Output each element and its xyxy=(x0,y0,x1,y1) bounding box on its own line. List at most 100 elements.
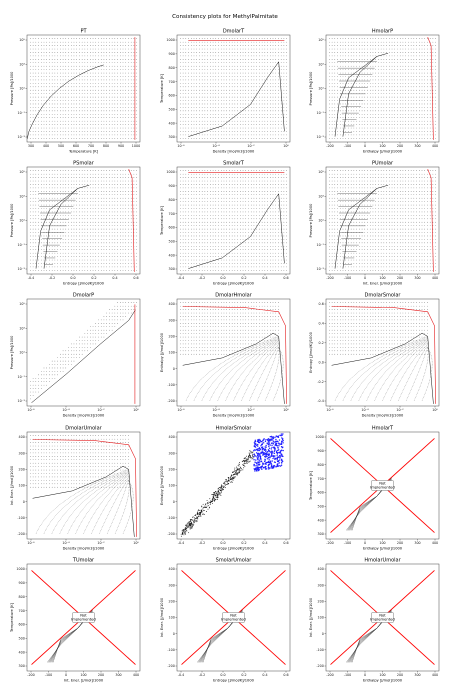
grid-point xyxy=(185,59,187,60)
grid-point xyxy=(283,93,285,94)
grid-point xyxy=(111,134,113,136)
grid-point xyxy=(111,215,113,216)
grid-point xyxy=(399,48,401,50)
grid-point xyxy=(237,52,238,53)
grid-point xyxy=(98,76,99,77)
grid-point xyxy=(114,170,116,171)
grid-point xyxy=(399,62,401,64)
grid-point xyxy=(70,249,72,250)
grid-point xyxy=(65,266,67,268)
grid-point xyxy=(339,100,341,101)
grid-point xyxy=(128,113,129,115)
grid-point xyxy=(65,228,67,230)
grid-point xyxy=(100,211,102,213)
grid-point xyxy=(49,235,50,237)
grid-point xyxy=(427,138,428,139)
grid-point xyxy=(133,187,135,189)
grid-point xyxy=(60,180,61,182)
grid-point xyxy=(201,117,203,118)
grid-point xyxy=(87,252,88,254)
grid-point xyxy=(60,170,61,171)
grid-point xyxy=(92,52,94,53)
grid-point xyxy=(79,100,80,101)
grid-point xyxy=(259,127,260,129)
grid-point xyxy=(109,187,110,189)
grid-point xyxy=(30,235,31,237)
grid-point xyxy=(84,263,86,264)
grid-point xyxy=(30,45,31,46)
grid-point xyxy=(65,65,67,67)
grid-point xyxy=(185,69,187,70)
grid-point xyxy=(128,232,129,233)
grid-point xyxy=(389,107,390,108)
grid-point xyxy=(133,103,135,105)
grid-point xyxy=(372,48,374,50)
grid-point xyxy=(65,79,67,81)
grid-point xyxy=(109,201,110,202)
grid-point xyxy=(378,138,379,139)
grid-point xyxy=(92,69,94,70)
grid-point xyxy=(54,252,56,254)
grid-point xyxy=(253,93,255,94)
grid-point xyxy=(38,197,39,199)
grid-point xyxy=(54,69,56,70)
grid-point xyxy=(242,79,244,81)
grid-point xyxy=(68,55,69,57)
grid-point xyxy=(397,127,398,129)
grid-point xyxy=(90,235,91,237)
grid-point xyxy=(220,107,222,108)
grid-point xyxy=(87,120,88,122)
grid-point xyxy=(182,117,184,118)
grid-point xyxy=(261,72,263,74)
grid-point xyxy=(38,208,39,209)
grid-point xyxy=(399,113,401,115)
grid-point xyxy=(120,201,121,202)
grid-point xyxy=(256,134,257,136)
grid-point xyxy=(120,55,121,57)
grid-point xyxy=(237,100,238,101)
grid-point xyxy=(348,76,349,77)
grid-point xyxy=(359,117,360,118)
grid-point xyxy=(432,79,434,81)
grid-point xyxy=(405,86,406,88)
grid-point xyxy=(402,45,404,46)
grid-point xyxy=(79,134,80,136)
grid-point xyxy=(125,204,127,206)
grid-point xyxy=(128,215,129,216)
grid-point xyxy=(98,221,99,223)
grid-point xyxy=(367,89,368,91)
grid-point xyxy=(98,93,99,94)
grid-point xyxy=(220,113,222,115)
grid-point xyxy=(54,177,56,178)
grid-point xyxy=(250,45,252,46)
grid-point xyxy=(280,41,282,43)
grid-point xyxy=(70,110,72,112)
grid-point xyxy=(389,45,390,46)
grid-point xyxy=(54,107,56,108)
grid-point xyxy=(237,124,238,125)
grid-point xyxy=(196,120,197,122)
grid-point xyxy=(283,83,285,84)
grid-point xyxy=(103,170,105,171)
grid-point xyxy=(38,72,39,74)
grid-point xyxy=(272,62,274,64)
grid-point xyxy=(65,211,67,213)
grid-point xyxy=(81,211,83,213)
grid-point xyxy=(201,107,203,108)
grid-point xyxy=(237,138,238,139)
grid-point xyxy=(81,59,83,60)
grid-point xyxy=(337,110,338,112)
grid-point xyxy=(372,93,374,94)
grid-point xyxy=(133,235,135,237)
grid-point xyxy=(73,218,75,220)
grid-point xyxy=(30,242,31,244)
grid-point xyxy=(215,138,217,139)
grid-point xyxy=(128,187,129,189)
grid-point xyxy=(130,228,132,230)
grid-point xyxy=(231,41,233,43)
grid-point xyxy=(130,100,132,101)
grid-point xyxy=(81,187,83,189)
grid-point xyxy=(122,180,124,182)
grid-point xyxy=(193,76,195,77)
grid-point xyxy=(383,38,385,39)
